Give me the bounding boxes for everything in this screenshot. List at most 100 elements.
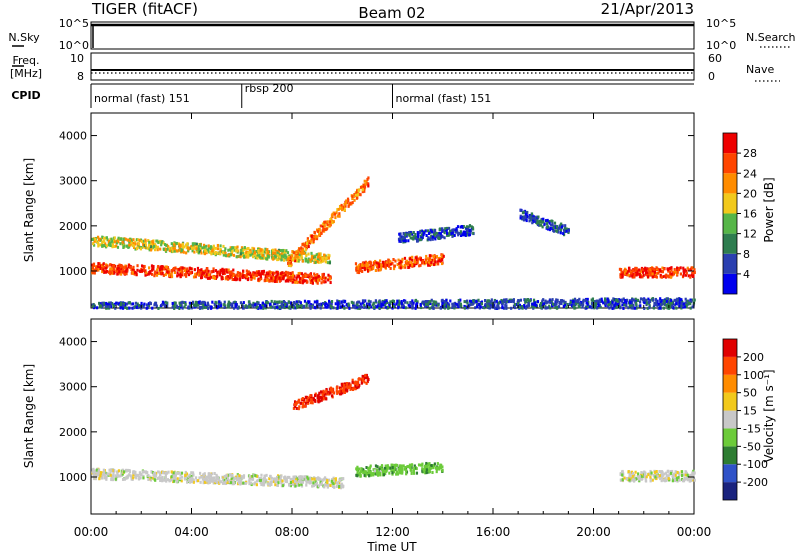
data-cell xyxy=(435,234,439,238)
data-cell xyxy=(174,473,177,477)
data-cell xyxy=(210,252,213,256)
data-cell xyxy=(454,230,457,234)
data-cell xyxy=(265,274,268,278)
data-cell xyxy=(236,306,239,310)
data-cell xyxy=(687,301,690,305)
data-cell xyxy=(278,475,281,479)
data-cell xyxy=(421,462,424,466)
data-cell xyxy=(528,216,531,220)
data-cell xyxy=(123,470,126,474)
data-cell xyxy=(384,265,387,269)
data-cell xyxy=(362,471,365,475)
data-cell xyxy=(270,249,274,253)
data-cell xyxy=(415,256,418,260)
data-cell xyxy=(170,470,173,474)
data-cell xyxy=(138,475,141,479)
data-cell xyxy=(532,298,536,302)
data-cell xyxy=(219,248,222,252)
data-cell xyxy=(344,388,348,392)
data-cell xyxy=(493,298,496,302)
data-cell xyxy=(176,271,179,275)
data-cell xyxy=(258,477,261,481)
data-cell xyxy=(338,481,341,485)
data-cell xyxy=(128,473,131,477)
data-cell xyxy=(149,248,153,252)
data-cell xyxy=(180,248,183,252)
data-cell xyxy=(243,481,246,485)
data-cell xyxy=(276,475,279,479)
data-cell xyxy=(157,264,160,268)
data-cell xyxy=(102,262,105,266)
data-cell xyxy=(191,300,195,304)
data-cell xyxy=(277,258,280,262)
data-cell xyxy=(179,269,182,273)
data-cell xyxy=(312,237,316,241)
data-cell xyxy=(263,304,266,308)
data-cell xyxy=(363,266,366,270)
data-cell xyxy=(318,303,321,307)
data-cell xyxy=(125,476,128,480)
data-cell xyxy=(125,271,128,275)
data-cell xyxy=(180,301,183,305)
data-cell xyxy=(148,477,151,481)
data-cell xyxy=(256,305,259,309)
data-cell xyxy=(411,306,414,310)
data-cell xyxy=(365,305,368,309)
data-cell xyxy=(367,467,370,471)
data-cell xyxy=(647,297,650,301)
data-cell xyxy=(453,306,456,310)
data-cell xyxy=(254,256,257,260)
data-cell xyxy=(437,303,440,307)
data-cell xyxy=(666,297,670,301)
data-cell xyxy=(425,461,428,465)
data-cell xyxy=(318,233,321,237)
data-cell xyxy=(313,394,317,398)
data-cell xyxy=(249,275,253,279)
data-cell xyxy=(205,272,209,276)
data-cell xyxy=(125,469,128,473)
data-cell xyxy=(380,302,383,306)
data-cell xyxy=(130,302,133,306)
data-cell xyxy=(155,239,158,243)
data-cell xyxy=(181,266,184,270)
data-cell xyxy=(280,252,283,256)
data-cell xyxy=(218,478,221,482)
data-cell xyxy=(524,215,527,219)
data-cell xyxy=(433,257,436,261)
data-cell xyxy=(524,212,527,216)
data-cell xyxy=(331,484,335,488)
colorbar-tick-label: 20 xyxy=(743,187,757,200)
data-cell xyxy=(402,239,405,243)
data-cell xyxy=(384,262,387,266)
data-cell xyxy=(309,303,312,307)
data-cell xyxy=(642,267,645,271)
data-cell xyxy=(109,301,112,305)
data-cell xyxy=(186,480,189,484)
data-cell xyxy=(542,298,545,302)
data-cell xyxy=(687,274,690,278)
data-cell xyxy=(210,270,214,274)
data-cell xyxy=(92,237,96,241)
data-cell xyxy=(252,255,255,259)
data-cell xyxy=(365,466,368,470)
data-cell xyxy=(231,272,234,276)
data-cell xyxy=(190,245,193,249)
data-cell xyxy=(513,302,517,306)
data-cell xyxy=(190,271,194,275)
data-cell xyxy=(164,300,167,304)
data-cell xyxy=(320,281,323,285)
data-cell xyxy=(266,278,269,282)
data-cell xyxy=(663,472,666,476)
nave-label: Nave xyxy=(746,63,774,76)
data-cell xyxy=(304,401,307,405)
data-cell xyxy=(232,306,236,310)
data-cell xyxy=(309,480,313,484)
data-cell xyxy=(215,301,218,305)
data-cell xyxy=(338,302,341,306)
data-cell xyxy=(211,476,215,480)
data-cell xyxy=(95,239,98,243)
data-cell xyxy=(281,305,284,309)
data-cell xyxy=(110,301,114,305)
data-cell xyxy=(525,219,528,223)
